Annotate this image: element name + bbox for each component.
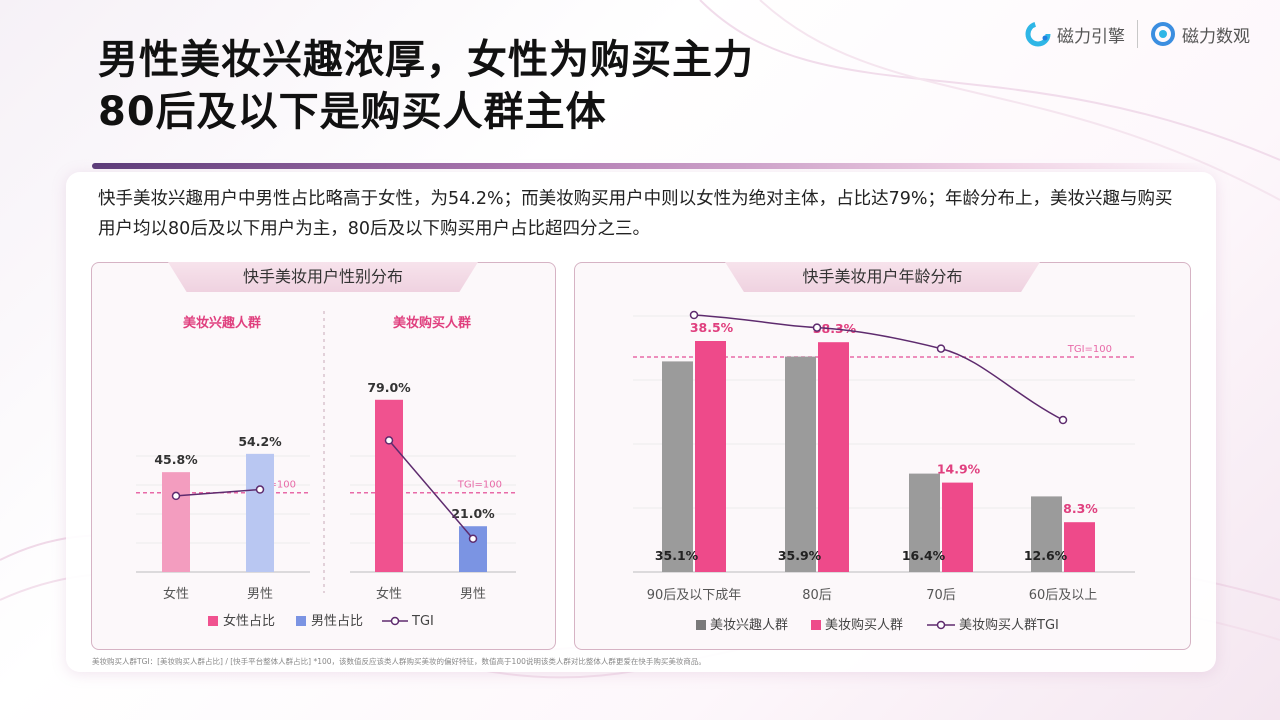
legend-label-interest: 美妆兴趣人群 [710,618,788,633]
x-tick-label: 男性 [247,587,273,602]
bar-data-label-interest: 12.6% [1024,548,1068,563]
x-tick-label: 60后及以上 [1029,588,1098,603]
legend-label-tgi: 美妆购买人群TGI [959,617,1059,633]
page-title-line1: 男性美妆兴趣浓厚，女性为购买主力 [98,37,754,83]
tgi-line [175,488,261,497]
legend-swatch-purchase [811,620,821,630]
brand-name-engine: 磁力引擎 [1057,26,1125,47]
group-title: 美妆购买人群 [393,315,471,331]
bar [162,472,190,572]
footnote: 美妆购买人群TGI：[美妆购买人群占比] / [快手平台整体人群占比] *100… [92,657,706,666]
bar-interest [1031,496,1062,572]
brand-logo-shuguan: 磁力数观 [1150,21,1250,47]
page-title-line2: 80后及以下是购买人群主体 [98,89,607,135]
tgi-line [693,314,1064,421]
x-tick-label: 男性 [460,587,486,602]
tgi-point [468,534,478,543]
brand-name-shuguan: 磁力数观 [1182,26,1250,47]
tgi-reference-label: TGI=100 [457,480,502,491]
bar-data-label: 79.0% [367,380,411,395]
shuguan-logo-icon [1151,22,1175,46]
brand-separator [1137,20,1138,48]
brand-logo-engine: 磁力引擎 [1025,21,1125,47]
tgi-reference-label: TGI=100 [1067,344,1112,355]
bar-interest [909,473,940,572]
page-title: 男性美妆兴趣浓厚，女性为购买主力 80后及以下是购买人群主体 [98,34,754,138]
bar-data-label-purchase: 38.5% [690,320,734,335]
legend-marker-tgi [390,616,400,626]
tgi-point [936,344,946,353]
x-tick-label: 女性 [376,586,402,602]
bar-purchase [942,482,973,572]
legend-swatch-interest [696,620,706,630]
bar-data-label-interest: 35.1% [655,548,699,563]
engine-logo-icon [1025,21,1051,47]
x-tick-label: 80后 [802,588,832,603]
bar-data-label: 54.2% [238,434,282,449]
tgi-point [812,323,822,332]
legend-swatch-female [208,616,218,626]
bar [375,399,403,572]
legend-label-female: 女性占比 [223,613,275,629]
bar-purchase [818,342,849,572]
gender-panel: 快手美妆用户性别分布 美妆兴趣人群 TGI=100 45.8% 女性 54.2% 男性 美妆… [91,262,556,650]
tgi-point [1058,415,1068,425]
legend-label-male: 男性占比 [311,614,363,629]
legend-marker-tgi [936,620,946,630]
bar-data-label-interest: 35.9% [778,548,822,563]
legend-label-purchase: 美妆购买人群 [825,617,903,633]
bar-purchase [695,341,726,572]
age-chart: TGI=10035.1%38.5%90后及以下成年35.9%38.3%80后16… [633,310,1135,633]
bar [246,453,274,572]
x-tick-label: 70后 [926,588,956,603]
gender-panel-title: 快手美妆用户性别分布 [168,262,478,292]
x-tick-label: 90后及以下成年 [647,588,742,603]
legend-swatch-male [296,616,306,626]
age-panel-title: 快手美妆用户年龄分布 [725,262,1040,292]
bar-purchase [1064,522,1095,572]
bar-data-label: 21.0% [451,506,495,521]
bar-interest [662,361,693,572]
gender-chart: 美妆兴趣人群TGI=10045.8%女性54.2%男性美妆购买人群TGI=100… [136,311,516,629]
age-panel: 快手美妆用户年龄分布 TGI=100 35.1% 38.5% 90后及以下成年 35.9… [574,262,1191,650]
tgi-line [388,439,474,540]
tgi-point [689,310,699,320]
tgi-point [255,485,265,494]
bar-data-label-purchase: 8.3% [1063,501,1098,516]
bar-data-label-interest: 16.4% [902,548,946,563]
tgi-point [384,436,394,445]
bar-data-label-purchase: 14.9% [937,462,981,477]
summary-text: 快手美妆兴趣用户中男性占比略高于女性，为54.2%；而美妆购买用户中则以女性为绝… [98,189,1173,239]
bar [459,526,487,572]
tgi-point [171,491,181,501]
bar-interest [785,356,816,572]
title-underline [92,163,1212,169]
brand-logos: 磁力引擎 磁力数观 [1025,20,1250,48]
group-title: 美妆兴趣人群 [183,315,261,331]
x-tick-label: 女性 [163,586,189,602]
legend-label-tgi: TGI [411,614,434,629]
bar-data-label: 45.8% [154,452,198,467]
